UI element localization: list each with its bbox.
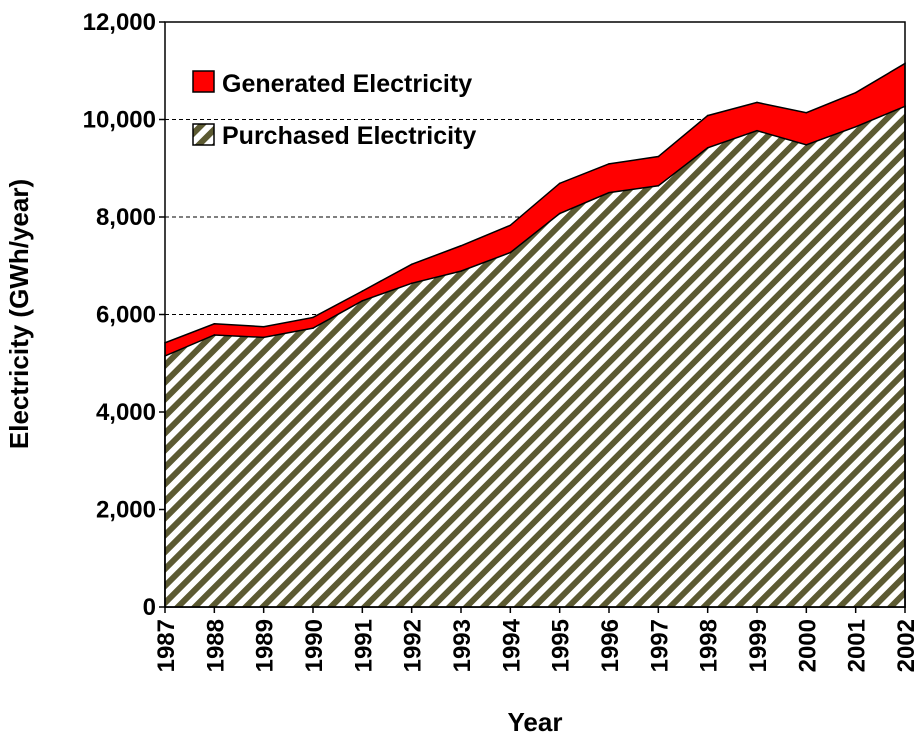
data-point-purchased [460, 270, 462, 272]
x-tick-label: 1992 [400, 619, 427, 672]
y-tick-label: 0 [143, 594, 156, 621]
data-point-purchased [608, 191, 610, 194]
y-axis-title: Electricity (GWh/year) [4, 179, 34, 449]
x-tick-label: 1995 [548, 619, 575, 672]
data-point-purchased [361, 300, 364, 302]
data-point-purchased [756, 129, 758, 132]
data-point-generated [608, 163, 610, 165]
x-tick-label: 2002 [893, 619, 917, 672]
data-point-purchased [410, 282, 413, 285]
x-tick-label: 1993 [449, 619, 476, 672]
data-point-purchased [706, 146, 709, 149]
data-point-purchased [312, 327, 314, 329]
data-point-generated [312, 316, 314, 319]
legend-label-generated: Generated Electricity [222, 70, 472, 98]
y-tick-label: 2,000 [96, 497, 156, 524]
data-point-generated [213, 322, 216, 325]
series-area-purchased [164, 105, 906, 608]
data-point-purchased [262, 336, 265, 339]
x-tick-label: 1989 [252, 619, 279, 672]
x-tick-label: 1997 [646, 619, 673, 672]
data-point-generated [706, 114, 709, 117]
data-point-generated [657, 155, 660, 158]
area-series [164, 62, 906, 608]
data-point-purchased [805, 144, 808, 146]
y-tick-label: 8,000 [96, 204, 156, 231]
data-point-generated [361, 290, 364, 292]
y-tick-label: 4,000 [96, 399, 156, 426]
data-point-purchased [213, 334, 216, 336]
data-point-purchased [558, 212, 561, 215]
data-point-generated [410, 263, 413, 266]
x-tick-label: 2000 [794, 619, 821, 672]
data-point-generated [805, 111, 808, 114]
data-point-generated [509, 224, 512, 227]
legend-swatch-generated [192, 70, 215, 93]
legend-swatch-purchased [192, 123, 215, 146]
x-tick-label: 1998 [696, 619, 723, 672]
x-tick-label: 1987 [153, 619, 180, 672]
data-point-generated [558, 182, 561, 185]
data-point-purchased [657, 185, 660, 187]
data-point-generated [262, 325, 265, 328]
x-tick-label: 1996 [597, 619, 624, 672]
y-tick-label: 10,000 [83, 107, 156, 134]
data-point-generated [854, 91, 857, 94]
data-point-purchased [854, 126, 857, 128]
x-tick-label: 1988 [202, 619, 229, 672]
legend: Generated Electricity Purchased Electric… [192, 70, 476, 150]
y-tick-label: 12,000 [83, 9, 156, 36]
y-tick-label: 6,000 [96, 302, 156, 329]
x-tick-label: 1994 [498, 618, 525, 672]
legend-label-purchased: Purchased Electricity [222, 122, 476, 150]
data-point-generated [460, 244, 462, 247]
data-point-purchased [509, 251, 512, 254]
x-tick-label: 1999 [745, 619, 772, 672]
x-tick-label: 1991 [350, 619, 377, 672]
data-point-generated [756, 101, 758, 104]
axes: 0 2,000 4,000 6,000 8,000 10,000 12,000 1987 198… [83, 9, 917, 672]
x-tick-label: 1990 [301, 619, 328, 672]
x-axis-title: Year [508, 707, 563, 737]
x-tick-label: 2001 [844, 619, 871, 672]
